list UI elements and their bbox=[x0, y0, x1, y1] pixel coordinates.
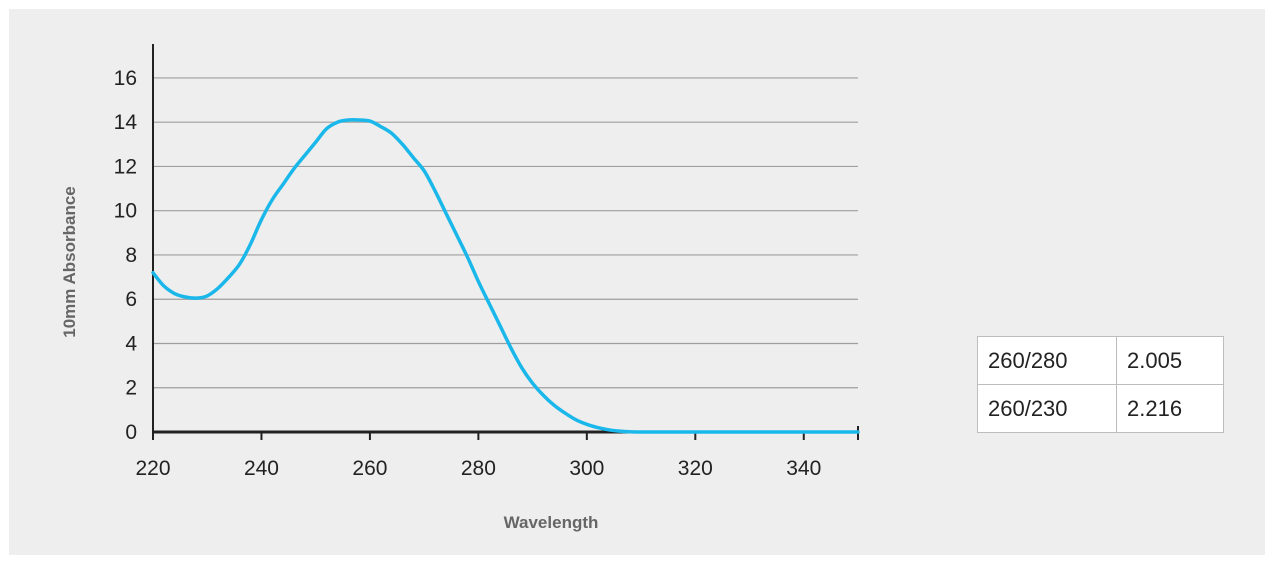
ratio-label: 260/230 bbox=[977, 384, 1117, 433]
y-tick-label: 4 bbox=[125, 332, 137, 355]
absorbance-line bbox=[151, 118, 860, 434]
x-tick-label: 280 bbox=[461, 457, 496, 480]
y-axis-title: 10mm Absorbance bbox=[60, 186, 79, 337]
x-tick-label: 320 bbox=[678, 457, 713, 480]
y-tick-label: 0 bbox=[125, 421, 137, 444]
tick-labels: 0 2 4 6 8 10 12 14 16 220 240 260 280 300 320 340 bbox=[114, 67, 822, 480]
chart-panel bbox=[9, 9, 1265, 555]
table-row: 260/230 2.216 bbox=[977, 384, 1224, 433]
y-tick-label: 2 bbox=[125, 377, 137, 400]
ratio-value: 2.216 bbox=[1116, 384, 1224, 433]
x-tick-label: 240 bbox=[244, 457, 279, 480]
y-tick-label: 8 bbox=[125, 244, 137, 267]
y-tick-label: 16 bbox=[114, 67, 137, 90]
x-tick-label: 260 bbox=[352, 457, 387, 480]
axes bbox=[152, 44, 859, 440]
gridlines bbox=[153, 77, 858, 389]
absorbance-series bbox=[151, 118, 860, 434]
table-row: 260/280 2.005 bbox=[977, 336, 1224, 385]
y-tick-label: 12 bbox=[114, 155, 137, 178]
y-tick-label: 6 bbox=[125, 288, 137, 311]
ratio-label: 260/280 bbox=[977, 336, 1117, 385]
x-tick-label: 340 bbox=[786, 457, 821, 480]
x-axis-title: Wavelength bbox=[504, 513, 599, 532]
ratio-value: 2.005 bbox=[1116, 336, 1224, 385]
y-tick-label: 14 bbox=[114, 111, 138, 134]
ratio-table: 260/280 2.005 260/230 2.216 bbox=[977, 336, 1224, 433]
y-tick-label: 10 bbox=[114, 200, 137, 223]
x-tick-label: 300 bbox=[569, 457, 604, 480]
x-tick-label: 220 bbox=[135, 457, 170, 480]
